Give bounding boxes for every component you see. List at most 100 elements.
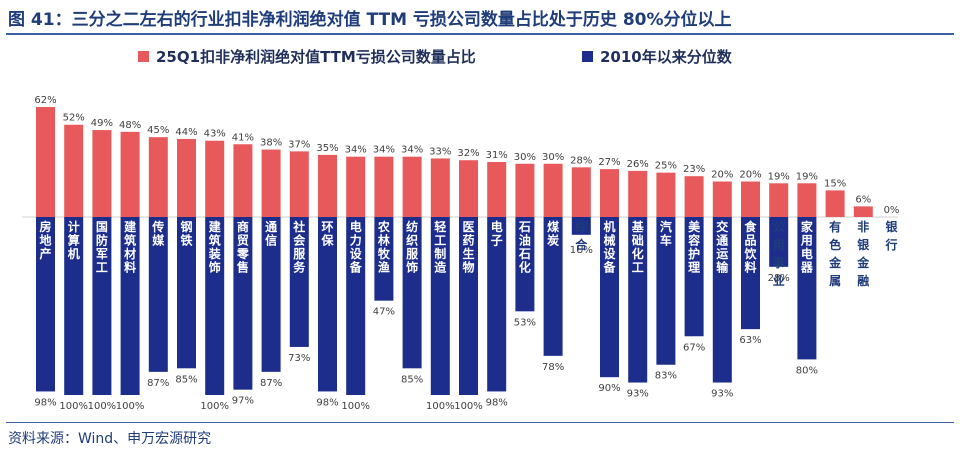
title-divider	[6, 33, 954, 35]
category-label-15: 医药生物	[462, 220, 474, 275]
value-label-series2-12: 47%	[373, 307, 395, 318]
value-label-series2-13: 85%	[401, 374, 423, 385]
value-label-series2-0: 98%	[34, 397, 56, 408]
bar-series2-20	[600, 217, 619, 378]
value-label-series2-10: 98%	[316, 397, 338, 408]
category-label-28: 有色金属	[828, 219, 842, 288]
value-label-series1-3: 48%	[119, 120, 141, 131]
legend-label-series1: 25Q1扣非净利润绝对值TTM亏损公司数量占比	[156, 48, 476, 66]
category-label-14: 轻工制造	[434, 219, 447, 275]
category-label-9: 社会服务	[292, 219, 306, 275]
category-label-10: 环保	[320, 220, 334, 248]
value-label-series2-24: 93%	[711, 389, 733, 400]
legend-swatch-series2	[582, 51, 593, 62]
bar-series2-21	[628, 217, 648, 383]
value-label-series1-0: 62%	[34, 95, 56, 106]
value-label-series1-24: 20%	[711, 170, 733, 181]
value-label-series1-7: 41%	[232, 132, 254, 143]
bar-series2-27	[797, 217, 817, 360]
bar-series2-23	[684, 217, 704, 337]
bar-series1-7	[233, 144, 253, 217]
source-divider	[6, 422, 954, 423]
bar-series2-19	[571, 217, 591, 235]
value-label-series1-4: 45%	[147, 125, 169, 136]
value-label-series2-9: 73%	[288, 353, 310, 364]
value-label-series2-16: 98%	[486, 397, 508, 408]
value-label-series1-25: 20%	[739, 170, 761, 181]
bar-series1-28	[825, 190, 845, 217]
value-label-series1-20: 27%	[598, 157, 620, 168]
bar-series2-18	[543, 217, 563, 356]
bar-series2-24	[712, 217, 732, 383]
category-label-25: 食品饮料	[743, 219, 757, 275]
value-label-series2-19: 1U%	[570, 245, 593, 256]
value-label-series1-21: 26%	[627, 159, 649, 170]
value-label-series2-20: 90%	[598, 383, 620, 394]
bar-series1-12	[374, 156, 394, 217]
bar-series2-22	[656, 217, 676, 365]
category-label-3: 建筑材料	[123, 219, 137, 275]
value-label-series1-10: 35%	[316, 143, 338, 154]
bar-series2-17	[515, 217, 535, 312]
value-label-series1-28: 15%	[824, 178, 846, 189]
bar-series2-14	[430, 217, 450, 395]
series2-bars	[36, 217, 817, 395]
bar-series1-9	[289, 151, 309, 217]
chart-title: 图 41：三分之二左右的行业扣非净利润绝对值 TTM 亏损公司数量占比处于历史 …	[8, 10, 732, 30]
bar-series2-5	[177, 217, 196, 369]
value-label-series2-7: 97%	[232, 396, 254, 407]
value-label-series2-8: 87%	[260, 378, 282, 389]
bar-series1-8	[261, 149, 281, 217]
bar-series2-16	[487, 217, 507, 392]
bar-series2-3	[120, 217, 140, 395]
category-label-19: 综合	[575, 219, 588, 252]
value-label-series2-5: 85%	[175, 374, 197, 385]
category-label-1: 计算机	[68, 219, 80, 261]
bar-series1-20	[600, 169, 619, 217]
bar-series1-19	[571, 167, 591, 217]
category-label-0: 房地产	[39, 219, 51, 261]
value-label-series1-22: 25%	[655, 161, 677, 172]
bar-series1-18	[543, 163, 563, 217]
bar-series2-4	[148, 217, 168, 372]
value-label-series1-29: 6%	[855, 194, 871, 205]
category-label-5: 钢铁	[180, 219, 192, 248]
value-label-series1-23: 23%	[683, 164, 705, 175]
category-label-4: 传媒	[151, 219, 165, 248]
source-note: 资料来源：Wind、申万宏源研究	[8, 431, 212, 447]
bar-series1-0	[36, 107, 55, 217]
bar-series2-7	[233, 217, 253, 390]
value-label-series2-25: 63%	[739, 335, 761, 346]
value-label-series2-17: 53%	[514, 317, 536, 328]
value-label-series1-14: 33%	[429, 146, 451, 157]
value-label-series2-6: 100%	[200, 401, 229, 412]
category-label-11: 电力设备	[349, 219, 363, 275]
bar-series1-6	[205, 140, 225, 217]
value-label-series1-18: 30%	[542, 152, 564, 163]
bar-series1-2	[92, 130, 112, 217]
category-label-26: 公用事业	[772, 220, 785, 288]
bar-series1-29	[853, 206, 873, 217]
value-label-series2-18: 78%	[542, 362, 564, 373]
value-label-series2-11: 100%	[341, 401, 370, 412]
category-label-6: 建筑装饰	[208, 219, 222, 275]
value-label-series2-22: 83%	[655, 371, 677, 382]
bar-series1-13	[402, 156, 422, 217]
category-label-17: 石油石化	[518, 220, 531, 275]
value-label-series1-5: 44%	[175, 127, 197, 138]
value-label-series1-26: 19%	[768, 171, 790, 182]
bar-series2-25	[741, 217, 760, 330]
bar-series2-9	[289, 217, 309, 347]
bar-series1-3	[120, 131, 140, 217]
bar-series1-5	[177, 138, 196, 217]
bar-series1-16	[487, 162, 507, 217]
value-label-series2-14: 100%	[426, 401, 455, 412]
value-label-series2-21: 93%	[627, 389, 649, 400]
category-label-24: 交通运输	[716, 219, 729, 275]
category-label-21: 基础化工	[631, 219, 645, 275]
category-label-29: 非银金融	[856, 219, 870, 288]
value-label-series1-15: 32%	[457, 148, 479, 159]
category-label-16: 电子	[491, 219, 503, 248]
bar-series1-23	[684, 176, 704, 217]
category-label-7: 商贸零售	[236, 219, 250, 275]
